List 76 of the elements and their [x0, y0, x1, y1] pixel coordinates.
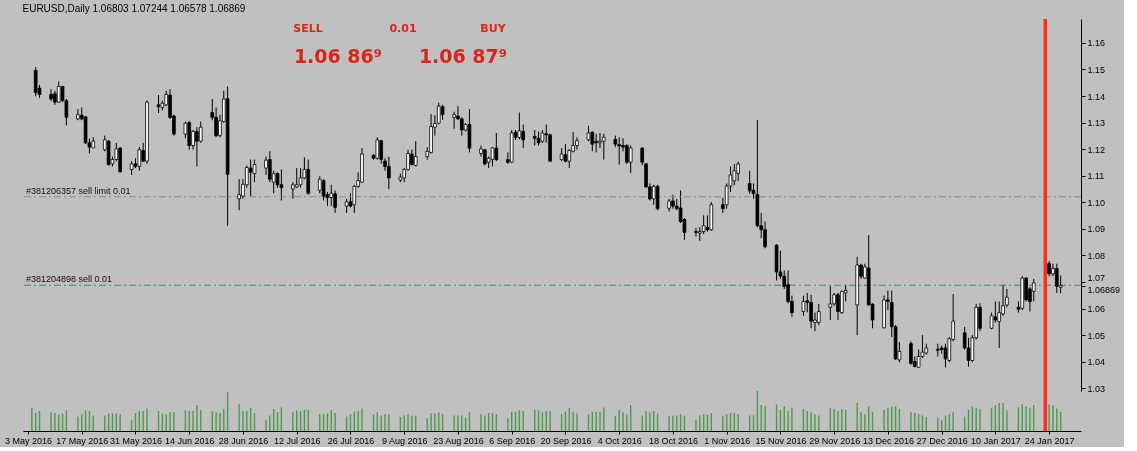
- annotation: 1.06 86⁹: [293, 45, 383, 67]
- x-tick-label: 31 May 2016: [109, 435, 163, 446]
- x-tick-label: 14 Jun 2016: [164, 435, 215, 446]
- candlestick: [248, 159, 253, 197]
- candlestick: [76, 108, 80, 121]
- y-tick-label: 1.11: [1087, 171, 1105, 182]
- candlestick: [590, 130, 595, 152]
- y-tick-label: 1.07: [1087, 272, 1106, 283]
- ref-line-label: #381204898 sell 0.01: [26, 274, 113, 285]
- candlestick: [1055, 263, 1059, 294]
- candlestick: [575, 136, 579, 151]
- candlestick: [264, 156, 268, 176]
- y-tick-label: 1.12: [1087, 144, 1106, 155]
- candlestick: [809, 294, 813, 329]
- candlestick: [801, 295, 806, 317]
- candlestick: [594, 133, 598, 153]
- x-tick-label: 3 May 2016: [4, 435, 53, 446]
- candlestick: [747, 170, 752, 195]
- annotation: 1.06 87⁹: [418, 45, 508, 67]
- x-tick-label: 6 Sep 2016: [489, 435, 536, 446]
- candlestick: [329, 184, 334, 207]
- y-tick-label: 1.13: [1087, 118, 1106, 129]
- y-tick-label: 1.03: [1087, 383, 1106, 394]
- candlestick: [736, 161, 740, 182]
- chart-title: EURUSD,Daily 1.06803 1.07244 1.06578 1.06869: [22, 3, 246, 15]
- x-tick-label: 12 Jul 2016: [273, 435, 321, 446]
- ref-line-label: #381206357 sell limit 0.01: [26, 185, 131, 196]
- y-tick-label: 1.15: [1087, 64, 1106, 75]
- candlestick: [294, 167, 299, 189]
- candlestick: [836, 292, 840, 321]
- candlestick: [567, 148, 572, 169]
- candlestick: [628, 144, 633, 174]
- x-tick-label: 1 Nov 2016: [704, 435, 751, 446]
- y-tick-label: 1.09: [1087, 224, 1106, 235]
- candlestick: [298, 167, 303, 189]
- x-tick-label: 26 Jul 2016: [327, 435, 375, 446]
- x-tick-label: 23 Aug 2016: [433, 435, 484, 446]
- candlestick: [49, 88, 53, 102]
- candlestick: [694, 227, 698, 238]
- annotation: SELL: [293, 22, 323, 35]
- x-tick-label: 17 May 2016: [56, 435, 109, 446]
- candlestick: [387, 156, 391, 190]
- candlestick: [187, 120, 192, 151]
- x-tick-label: 24 Jan 2017: [1024, 435, 1075, 446]
- y-tick-label: 1.04: [1087, 357, 1106, 368]
- x-tick-label: 18 Oct 2016: [648, 435, 698, 446]
- y-tick-label: 1.16: [1087, 38, 1106, 49]
- candlestick: [909, 340, 913, 366]
- candlestick: [494, 132, 499, 162]
- x-tick-label: 13 Dec 2016: [862, 435, 914, 446]
- x-tick-label: 15 Nov 2016: [755, 435, 807, 446]
- x-tick-label: 9 Aug 2016: [381, 435, 428, 446]
- y-tick-label: 1.08: [1087, 250, 1106, 261]
- candlestick: [195, 126, 199, 167]
- y-tick-label: 1.06: [1087, 304, 1106, 315]
- candlestick: [291, 181, 295, 200]
- x-tick-label: 20 Sep 2016: [540, 435, 592, 446]
- x-tick-label: 10 Jan 2017: [971, 435, 1021, 446]
- candlestick: [602, 133, 606, 161]
- x-tick-label: 4 Oct 2016: [597, 435, 642, 446]
- candlestick: [617, 136, 621, 166]
- candlestick: [655, 184, 660, 211]
- y-tick-label: 1.06869: [1087, 285, 1121, 296]
- x-tick-label: 27 Dec 2016: [916, 435, 968, 446]
- x-tick-label: 28 Jun 2016: [218, 435, 269, 446]
- annotation: 0.01: [389, 22, 417, 35]
- x-tick-label: 29 Nov 2016: [809, 435, 861, 446]
- y-tick-label: 1.14: [1087, 91, 1106, 102]
- annotation: BUY: [480, 22, 507, 35]
- candlestick: [333, 189, 337, 214]
- candlestick: [459, 116, 464, 137]
- y-tick-label: 1.05: [1087, 330, 1106, 341]
- candlestick: [237, 178, 241, 211]
- candlestick: [118, 146, 122, 173]
- candlestick: [306, 159, 311, 196]
- y-tick-label: 1.10: [1087, 197, 1106, 208]
